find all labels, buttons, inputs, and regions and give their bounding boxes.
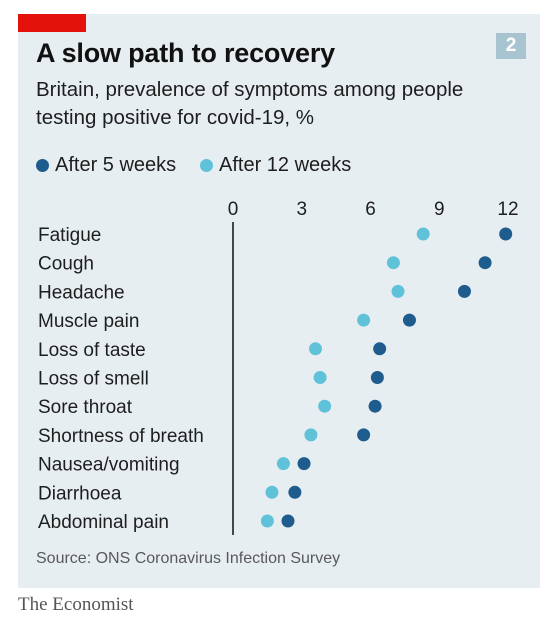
dot-after-12-weeks — [386, 256, 400, 270]
chart-subtitle-line-1: Britain, prevalence of symptoms among pe… — [36, 78, 464, 101]
legend-item-after-5-weeks: After 5 weeks — [36, 154, 176, 177]
dot-after-12-weeks — [265, 485, 279, 499]
dot-after-12-weeks — [318, 399, 332, 413]
legend-marker-after-12-weeks — [200, 159, 213, 172]
dot-after-5-weeks — [373, 342, 387, 356]
category-label: Diarrhoea — [38, 483, 122, 504]
category-label: Shortness of breath — [38, 426, 204, 447]
dot-after-5-weeks — [357, 428, 371, 442]
dot-after-5-weeks — [297, 457, 311, 471]
dot-after-5-weeks — [402, 313, 416, 327]
dot-after-12-weeks — [309, 342, 322, 356]
dot-after-12-weeks — [260, 514, 274, 528]
category-label: Muscle pain — [38, 311, 139, 332]
category-label: Sore throat — [38, 397, 133, 418]
chart-title: A slow path to recovery — [36, 38, 335, 68]
category-label: Nausea/vomiting — [38, 455, 180, 476]
dot-after-5-weeks — [478, 256, 492, 270]
dot-after-5-weeks — [370, 371, 384, 384]
dot-after-12-weeks — [416, 227, 430, 241]
category-label: Loss of smell — [38, 369, 149, 390]
x-tick-label: 3 — [296, 199, 307, 220]
dot-after-5-weeks — [281, 514, 295, 528]
x-tick-label: 0 — [228, 199, 239, 220]
legend-label-after-5-weeks: After 5 weeks — [55, 154, 177, 176]
dot-after-5-weeks — [499, 227, 513, 241]
x-tick-label: 12 — [497, 199, 518, 220]
dot-after-12-weeks — [304, 428, 318, 442]
dot-after-12-weeks — [313, 371, 327, 384]
category-label: Headache — [38, 282, 125, 303]
category-label: Loss of taste — [38, 340, 146, 361]
dot-after-5-weeks — [288, 485, 302, 499]
dot-after-12-weeks — [357, 313, 371, 327]
x-tick-label: 6 — [365, 199, 376, 220]
dot-after-5-weeks — [457, 284, 471, 298]
chart-panel — [18, 14, 540, 588]
dot-after-12-weeks — [391, 284, 405, 298]
publisher-brand: The Economist — [18, 594, 134, 615]
dot-after-5-weeks — [368, 399, 382, 413]
category-label: Fatigue — [38, 225, 101, 246]
category-label: Abdominal pain — [38, 512, 169, 533]
legend-item-after-12-weeks: After 12 weeks — [200, 154, 351, 177]
legend-marker-after-5-weeks — [36, 159, 49, 172]
source-note: Source: ONS Coronavirus Infection Survey — [36, 550, 341, 567]
x-tick-label: 9 — [434, 199, 445, 220]
legend-label-after-12-weeks: After 12 weeks — [219, 154, 352, 176]
brand-red-tag — [18, 14, 86, 32]
category-label: Cough — [38, 254, 94, 275]
chart-number-badge: 2 — [496, 33, 526, 59]
chart-subtitle-line-2: testing positive for covid-19, % — [36, 106, 315, 129]
dot-after-12-weeks — [276, 457, 290, 471]
